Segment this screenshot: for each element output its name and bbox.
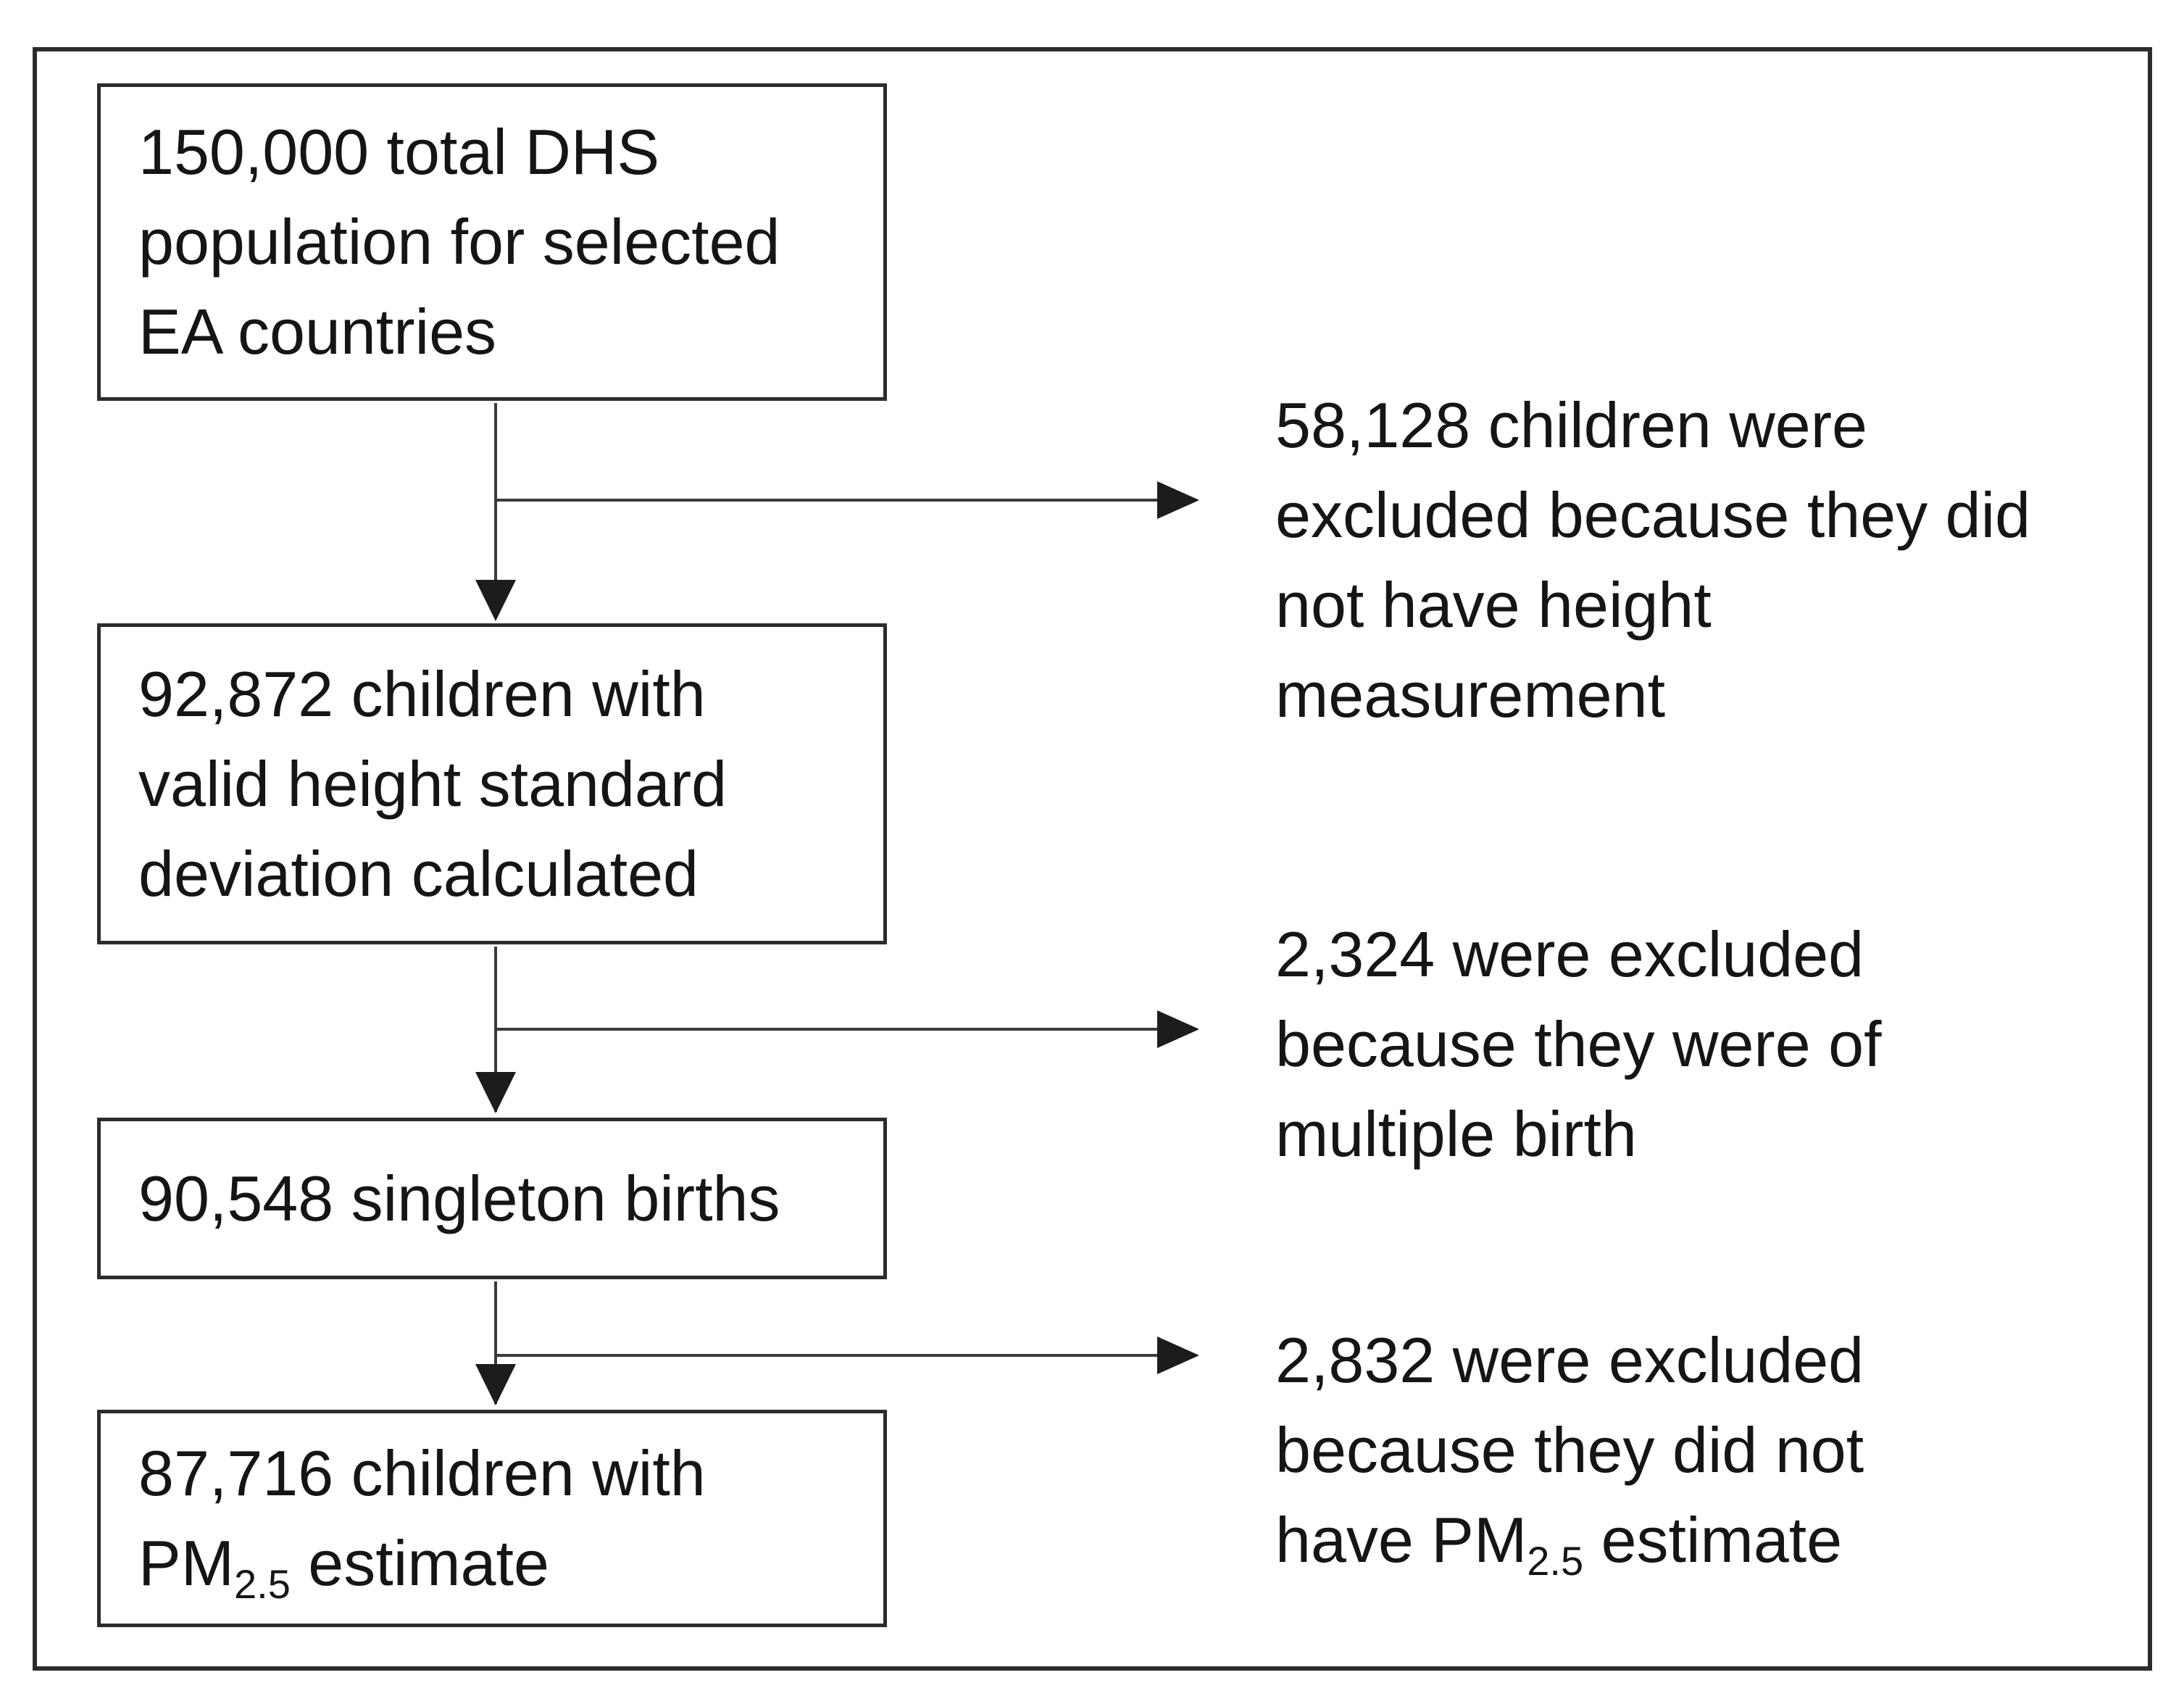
- flow-box-valid-height: 92,872 children with valid height standa…: [97, 623, 887, 944]
- exclusion-note-text: because they did not: [1275, 1414, 1864, 1486]
- flow-box-text: EA countries: [138, 296, 497, 367]
- exclusion-note-text: because they were of: [1275, 1008, 1882, 1080]
- pm25-label: have PM: [1275, 1504, 1527, 1576]
- arrow-right-icon: [1157, 481, 1199, 519]
- flow-box-text: valid height standard: [138, 747, 728, 820]
- flow-box-text: PM2.5 estimate: [138, 1518, 876, 1608]
- exclusion-note-text: 2,324 were excluded: [1275, 918, 1864, 990]
- arrow-right-icon: [1157, 1337, 1199, 1374]
- flow-box-text: 87,716 children with: [138, 1437, 706, 1509]
- exclusion-note-text: excluded because they did: [1275, 479, 2031, 551]
- exclusion-note-text: 2,832 were excluded: [1275, 1324, 1864, 1396]
- flow-box-text: deviation calculated: [138, 837, 699, 910]
- arrow-down-icon: [475, 580, 516, 621]
- flow-box-text: 92,872 children with: [138, 657, 706, 730]
- arrow-down-icon: [475, 1072, 516, 1113]
- pm25-label-rest: estimate: [1583, 1504, 1843, 1576]
- flow-box-text: population for selected: [138, 206, 780, 278]
- flow-box-pm25-estimate: 87,716 children with PM2.5 estimate: [97, 1410, 887, 1627]
- flow-box-singleton-births: 90,548 singleton births: [97, 1118, 887, 1279]
- exclusion-note-pm25: 2,832 were excluded because they did not…: [1275, 1316, 2159, 1585]
- flow-box-total-population: 150,000 total DHS population for selecte…: [97, 83, 887, 401]
- exclusion-note-text: not have height: [1275, 569, 1712, 641]
- arrow-down-icon: [475, 1364, 516, 1405]
- exclusion-note-text: multiple birth: [1275, 1098, 1637, 1170]
- exclusion-note-multiple-birth: 2,324 were excluded because they were of…: [1275, 910, 2159, 1179]
- exclusion-note-height: 58,128 children were excluded because th…: [1275, 381, 2159, 740]
- flow-box-text: 150,000 total DHS: [138, 116, 660, 188]
- flow-box-text: 90,548 singleton births: [138, 1162, 780, 1234]
- exclusion-note-text: have PM2.5 estimate: [1275, 1495, 2159, 1585]
- pm25-label-rest: estimate: [290, 1527, 549, 1599]
- pm25-subscript: 2.5: [1527, 1537, 1584, 1584]
- exclusion-note-text: 58,128 children were: [1275, 389, 1867, 461]
- diagram-border: [33, 47, 2152, 1671]
- pm25-subscript: 2.5: [234, 1560, 291, 1607]
- arrow-right-icon: [1157, 1010, 1199, 1048]
- pm25-label: PM: [138, 1527, 234, 1599]
- exclusion-note-text: measurement: [1275, 659, 1666, 731]
